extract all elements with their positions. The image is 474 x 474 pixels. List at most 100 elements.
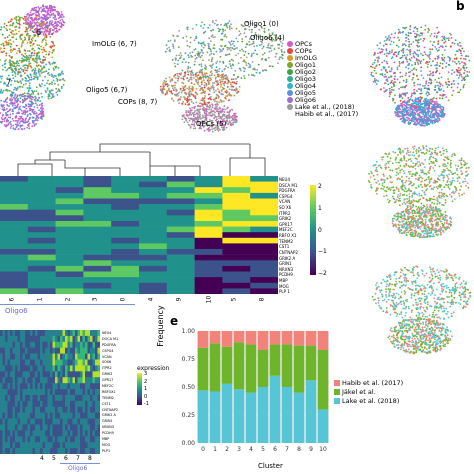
tsne-point (230, 67, 233, 70)
tsne-point (179, 88, 182, 91)
tsne-point (235, 78, 237, 80)
tsne-point (416, 39, 419, 42)
tsne-point (422, 100, 425, 102)
tsne-point (394, 101, 396, 104)
tsne-point (450, 195, 453, 197)
tsne-point (446, 150, 448, 153)
tsne-point (383, 53, 386, 55)
tsne-point (244, 46, 247, 48)
tsne-point (432, 206, 435, 209)
tsne-point (429, 40, 432, 43)
tsne-point (253, 26, 256, 28)
tsne-point (388, 187, 391, 189)
tsne-point (228, 60, 231, 63)
tsne-point (17, 49, 19, 52)
tsne-point (58, 12, 61, 15)
tsne-point (443, 38, 446, 41)
tsne-point (398, 61, 401, 63)
tsne-point (437, 215, 440, 217)
tsne-point (376, 173, 379, 176)
tsne-point (429, 221, 431, 223)
tsne-point (191, 51, 194, 54)
tsne-point (223, 24, 226, 27)
tsne-point (60, 13, 63, 16)
tsne-point (446, 162, 449, 165)
tsne-point (390, 91, 393, 94)
tsne-point (391, 97, 394, 100)
tsne-point (14, 120, 17, 122)
tsne-point (27, 12, 29, 15)
tsne-point (42, 71, 44, 74)
tsne-point (428, 206, 431, 208)
tsne-point (234, 70, 237, 72)
tsne-point (233, 114, 235, 117)
tsne-point (209, 119, 211, 121)
tsne-point (417, 34, 420, 36)
tsne-point (60, 85, 63, 88)
tsne-point (421, 34, 423, 36)
tsne-point (13, 101, 16, 104)
tsne-point (414, 157, 417, 160)
tsne-point (253, 36, 256, 38)
tsne-point (454, 53, 457, 56)
tsne-legend-label: Habib et al., (2017) (295, 109, 359, 118)
tsne-point (35, 31, 38, 34)
tsne-point (9, 123, 12, 126)
tsne-point (452, 89, 455, 92)
tsne-point (376, 44, 379, 47)
tsne-point (18, 71, 21, 74)
tsne-point (233, 119, 236, 122)
tsne-point (419, 96, 422, 99)
tsne-point (414, 116, 417, 119)
tsne-point (188, 85, 191, 88)
tsne-point (431, 44, 434, 47)
tsne-point (416, 49, 419, 52)
tsne-point (3, 81, 6, 84)
tsne-point (418, 147, 420, 150)
tsne-point (224, 97, 226, 99)
tsne-point (245, 61, 247, 64)
tsne-point (421, 207, 424, 209)
legend-dot-icon (287, 75, 293, 82)
tsne-point (426, 54, 429, 57)
tsne-point (413, 118, 415, 121)
tsne-point (386, 198, 389, 201)
tsne-point (428, 81, 430, 84)
tsne-point (395, 109, 398, 112)
tsne-point (410, 231, 412, 234)
tsne-point (22, 95, 24, 98)
tsne-point (421, 186, 424, 188)
tsne-point (215, 62, 218, 64)
tsne-point (409, 28, 411, 31)
tsne-point (56, 78, 59, 81)
tsne-point (443, 215, 446, 218)
tsne-point (207, 86, 210, 89)
tsne-point (458, 192, 460, 195)
tsne-point (30, 38, 33, 41)
tsne-point (11, 117, 14, 120)
tsne-point (172, 34, 174, 37)
tsne-point (467, 186, 470, 189)
tsne-point (445, 96, 448, 98)
tsne-point (195, 80, 198, 83)
tsne-point (442, 93, 445, 96)
tsne-point (191, 88, 194, 91)
tsne-point (213, 44, 216, 46)
tsne-point (191, 106, 193, 109)
tsne-point (185, 119, 188, 122)
tsne-point (425, 214, 428, 217)
tsne-point (397, 53, 400, 56)
tsne-point (434, 164, 437, 167)
tsne-point (185, 111, 188, 114)
tsne-point (403, 43, 406, 45)
tsne-point (10, 31, 13, 34)
tsne-point (451, 191, 453, 194)
tsne-point (55, 18, 58, 21)
tsne-point (423, 227, 426, 230)
tsne-point (408, 188, 410, 191)
tsne-point (393, 36, 396, 39)
tsne-point (440, 174, 442, 177)
tsne-point (215, 71, 218, 74)
tsne-point (29, 103, 32, 106)
tsne-point (220, 115, 222, 118)
